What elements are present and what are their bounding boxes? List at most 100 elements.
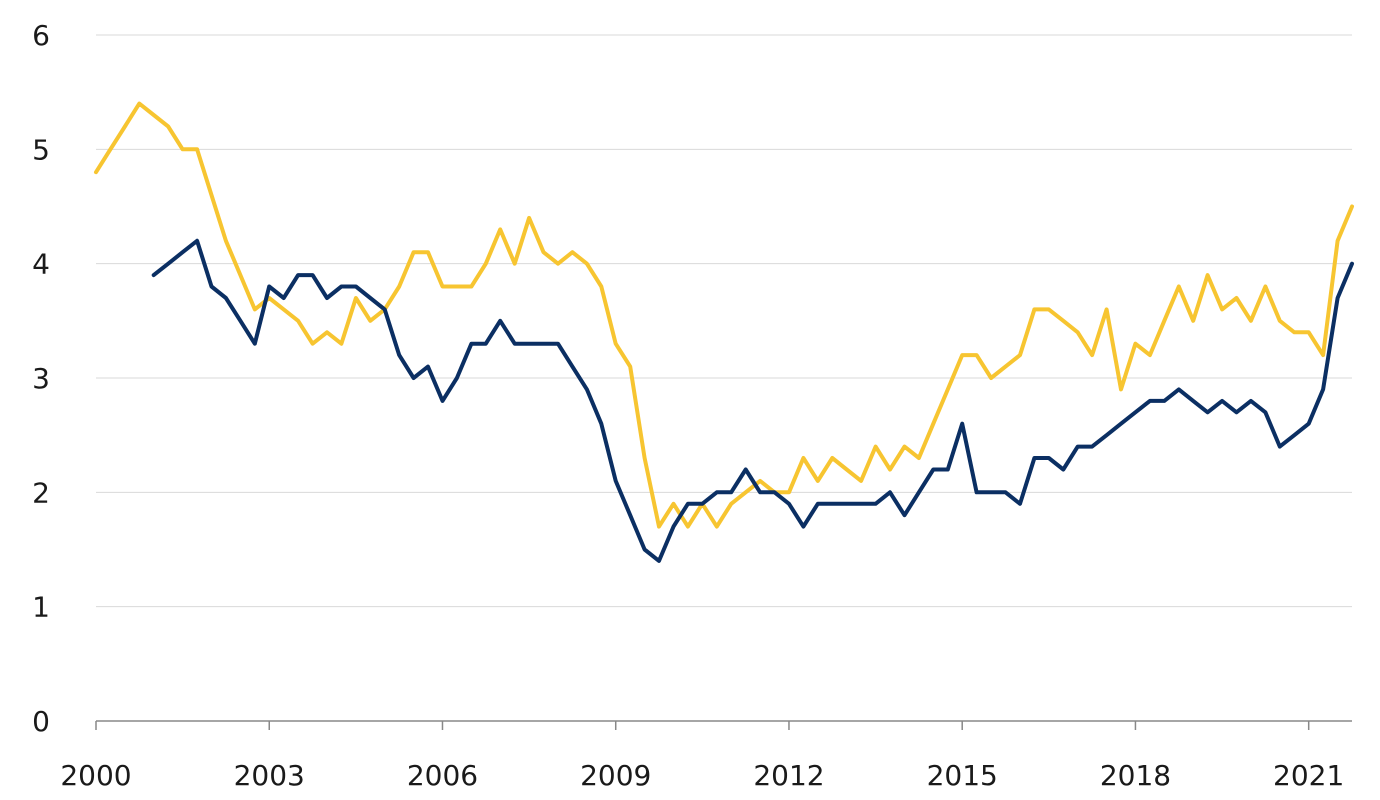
series-line-1 — [151, 238, 1354, 563]
series-1-point-30 — [586, 389, 587, 390]
y-tick-label-3: 3 — [32, 362, 50, 395]
series-1-point-37 — [687, 503, 688, 504]
series-0-point-16 — [327, 332, 328, 333]
series-1-point-43 — [774, 492, 775, 493]
series-0-point-62 — [991, 378, 992, 379]
series-1-point-27 — [543, 343, 544, 344]
series-0-point-58 — [933, 423, 934, 424]
x-tick-label-2006: 2006 — [407, 759, 478, 792]
series-0-point-67 — [1063, 320, 1064, 321]
series-1-point-19 — [428, 366, 429, 367]
series-0-point-35 — [601, 286, 602, 287]
series-0-point-10 — [240, 275, 241, 276]
series-0-point-30 — [529, 217, 530, 218]
series-0-point-65 — [1034, 309, 1035, 310]
series-1-point-48 — [846, 503, 847, 504]
series-1-point-76 — [1250, 400, 1251, 401]
series-1-point-79 — [1294, 435, 1295, 436]
series-1-point-69 — [1149, 400, 1150, 401]
series-1-point-4 — [211, 286, 212, 287]
series-0-point-82 — [1279, 320, 1280, 321]
series-1-point-2 — [182, 252, 183, 253]
series-1-point-46 — [817, 503, 818, 504]
series-1-point-74 — [1222, 400, 1223, 401]
series-0-point-63 — [1005, 366, 1006, 367]
series-0-point-23 — [428, 252, 429, 253]
series-0 — [94, 101, 1354, 529]
series-0-point-70 — [1106, 309, 1107, 310]
series-0-point-64 — [1020, 355, 1021, 356]
series-0-point-11 — [254, 309, 255, 310]
series-0-point-3 — [139, 103, 140, 104]
series-0-point-38 — [644, 458, 645, 459]
series-0-point-15 — [312, 343, 313, 344]
series-1-point-10 — [298, 275, 299, 276]
series-1-point-17 — [399, 355, 400, 356]
series-1-point-52 — [904, 515, 905, 516]
series-1-point-36 — [673, 526, 674, 527]
series-1-point-38 — [702, 503, 703, 504]
series-0-point-45 — [745, 492, 746, 493]
series-0-point-21 — [399, 286, 400, 287]
series-0-point-8 — [211, 195, 212, 196]
series-1-point-61 — [1034, 458, 1035, 459]
series-line-0 — [94, 101, 1354, 529]
series-1-point-18 — [413, 378, 414, 379]
x-tick-label-2003: 2003 — [234, 759, 305, 792]
x-tick-label-2021: 2021 — [1273, 759, 1344, 792]
series-0-point-51 — [832, 458, 833, 459]
series-0-point-39 — [659, 526, 660, 527]
series-0-point-56 — [904, 446, 905, 447]
series-1-point-57 — [976, 492, 977, 493]
series-0-point-41 — [687, 526, 688, 527]
series-0-point-60 — [962, 355, 963, 356]
series-0-point-31 — [543, 252, 544, 253]
series-0-point-71 — [1121, 389, 1122, 390]
grid-lines — [96, 34, 1352, 608]
series-0-point-32 — [558, 263, 559, 264]
series-1-point-3 — [197, 240, 198, 241]
series-0-point-17 — [341, 343, 342, 344]
series-0-point-22 — [413, 252, 414, 253]
series-0-point-28 — [500, 229, 501, 230]
series-1-point-51 — [890, 492, 891, 493]
series-0-point-7 — [197, 149, 198, 150]
series-lines — [94, 101, 1354, 563]
x-tick-label-2000: 2000 — [60, 759, 131, 792]
series-1-point-58 — [991, 492, 992, 493]
series-0-point-84 — [1308, 332, 1309, 333]
series-0-point-86 — [1337, 240, 1338, 241]
series-1-point-20 — [442, 400, 443, 401]
series-1-point-75 — [1236, 412, 1237, 413]
series-0-point-48 — [789, 492, 790, 493]
series-1-point-60 — [1020, 503, 1021, 504]
series-0-point-2 — [124, 126, 125, 127]
series-1-point-13 — [341, 286, 342, 287]
series-0-point-4 — [153, 115, 154, 116]
series-0-point-81 — [1265, 286, 1266, 287]
series-0-point-54 — [875, 446, 876, 447]
series-1-point-62 — [1048, 458, 1049, 459]
series-0-point-29 — [514, 263, 515, 264]
series-1-point-41 — [745, 469, 746, 470]
series-0-point-75 — [1178, 286, 1179, 287]
series-0-point-83 — [1294, 332, 1295, 333]
series-1-point-68 — [1135, 412, 1136, 413]
series-0-point-66 — [1048, 309, 1049, 310]
series-0-point-44 — [731, 503, 732, 504]
series-1-point-59 — [1005, 492, 1006, 493]
series-1-point-81 — [1323, 389, 1324, 390]
series-0-point-43 — [716, 526, 717, 527]
series-0-point-69 — [1092, 355, 1093, 356]
series-1-point-12 — [327, 298, 328, 299]
series-1-point-42 — [760, 492, 761, 493]
series-1 — [151, 238, 1354, 563]
series-1-point-73 — [1207, 412, 1208, 413]
series-0-point-25 — [456, 286, 457, 287]
y-tick-label-5: 5 — [32, 133, 50, 166]
series-1-point-65 — [1092, 446, 1093, 447]
series-0-point-40 — [673, 503, 674, 504]
y-tick-label-6: 6 — [32, 19, 50, 52]
series-0-point-5 — [168, 126, 169, 127]
